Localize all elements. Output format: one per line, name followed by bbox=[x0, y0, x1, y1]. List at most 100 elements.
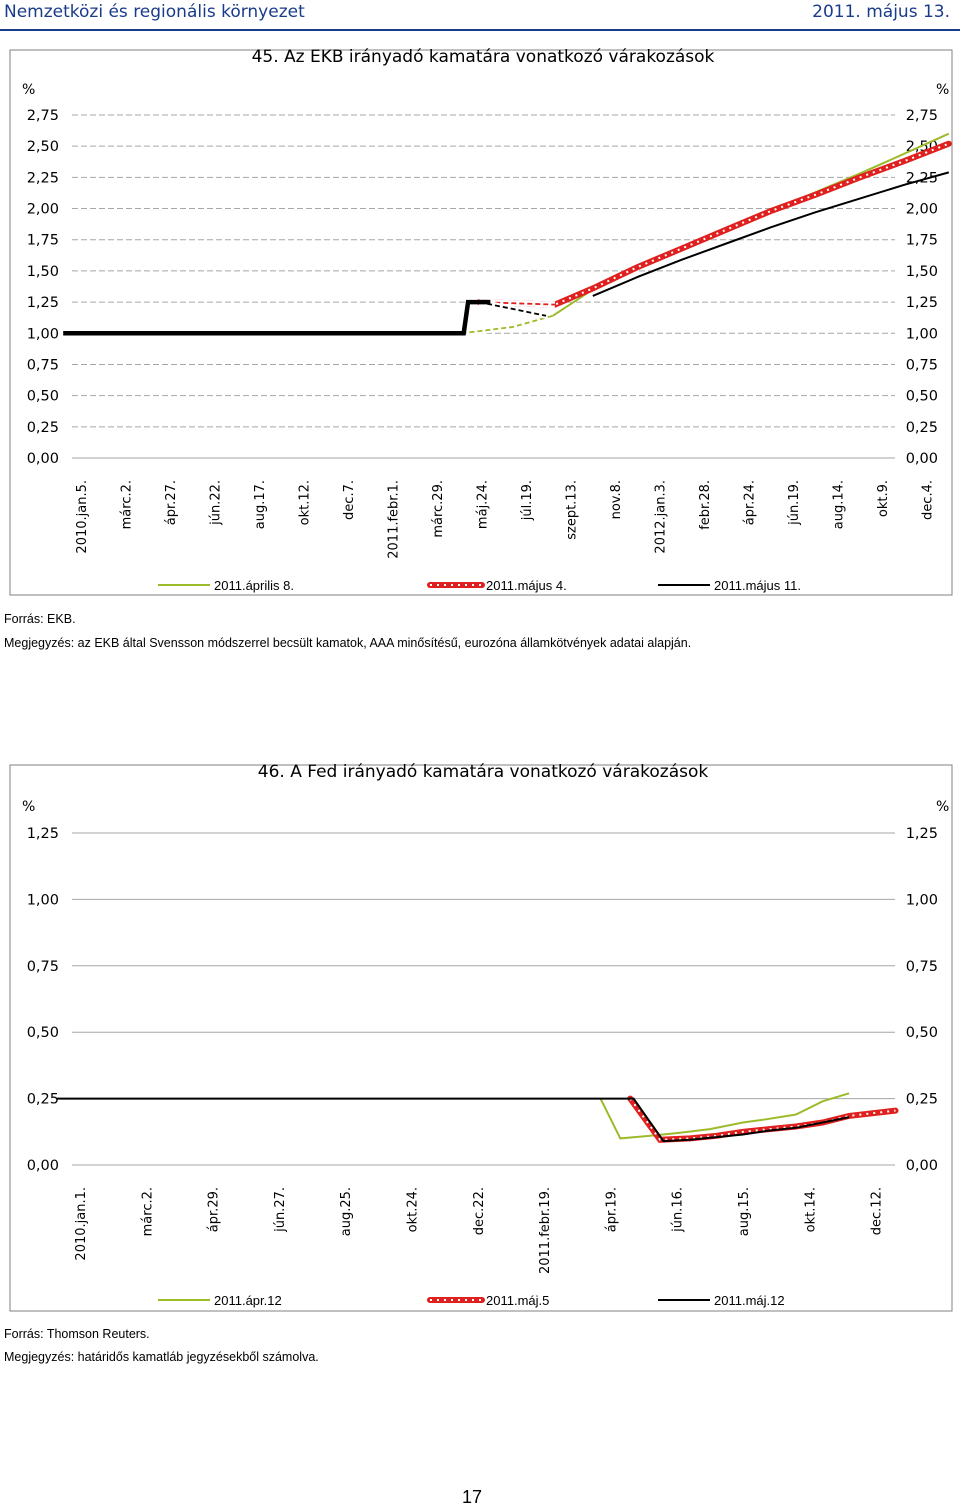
y-tick-label-right: 0,00 bbox=[906, 451, 938, 467]
y-unit-right: % bbox=[936, 82, 949, 98]
legend-label: 2011.máj.12 bbox=[714, 1293, 785, 1308]
x-tick-label: ápr.29. bbox=[207, 1187, 222, 1232]
x-tick-label: jún.22. bbox=[209, 480, 224, 526]
legend-label: 2011.május 4. bbox=[486, 578, 567, 593]
x-tick-label: márc.29. bbox=[431, 480, 446, 538]
series-line bbox=[56, 1097, 850, 1143]
y-tick-label-right: 1,25 bbox=[906, 295, 938, 311]
x-tick-label: aug.15. bbox=[737, 1187, 752, 1236]
y-tick-label-right: 1,50 bbox=[906, 264, 938, 280]
y-tick-label-left: 0,25 bbox=[27, 1092, 59, 1108]
x-tick-label: okt.9. bbox=[876, 480, 891, 517]
y-tick-label-right: 0,25 bbox=[906, 420, 938, 436]
section-title: Nemzetközi és regionális környezet bbox=[4, 2, 305, 22]
y-tick-label-right: 0,25 bbox=[906, 1092, 938, 1108]
y-tick-label-left: 0,75 bbox=[27, 959, 59, 975]
x-tick-label: nov.8. bbox=[609, 480, 624, 519]
y-unit-left: % bbox=[22, 799, 35, 815]
legend-label: 2011.máj.5 bbox=[486, 1293, 549, 1308]
header-rule bbox=[0, 29, 960, 31]
x-tick-label: 2012.jan.3. bbox=[654, 480, 669, 554]
y-tick-label-right: 1,00 bbox=[906, 892, 938, 908]
header-date: 2011. május 13. bbox=[812, 2, 950, 22]
y-tick-label-left: 0,00 bbox=[27, 1158, 59, 1174]
series-line bbox=[476, 140, 952, 308]
y-tick-label-left: 1,00 bbox=[27, 326, 59, 342]
y-tick-label-left: 0,25 bbox=[27, 420, 59, 436]
x-tick-label: ápr.24. bbox=[743, 480, 758, 525]
ecb-rate-expectations-chart: 45. Az EKB irányadó kamatára vonatkozó v… bbox=[9, 47, 953, 596]
y-unit-right: % bbox=[936, 799, 949, 815]
y-tick-label-left: 0,50 bbox=[27, 389, 59, 405]
series-line bbox=[599, 1092, 850, 1140]
y-tick-label-right: 0,75 bbox=[906, 959, 938, 975]
y-tick-label-right: 2,75 bbox=[906, 108, 938, 124]
y-tick-label-left: 1,50 bbox=[27, 264, 59, 280]
series-dashed-lead bbox=[479, 301, 547, 317]
series-line-dots bbox=[629, 1098, 896, 1141]
chart2-source: Forrás: Thomson Reuters. bbox=[4, 1327, 150, 1341]
x-tick-label: szept.13. bbox=[565, 480, 580, 540]
chart2-note: Megjegyzés: határidős kamatláb jegyzések… bbox=[4, 1350, 319, 1364]
y-tick-label-right: 0,50 bbox=[906, 389, 938, 405]
y-tick-label-right: 1,00 bbox=[906, 326, 938, 342]
x-tick-label: jún.19. bbox=[787, 480, 802, 526]
x-tick-label: 2011.febr.1. bbox=[387, 480, 402, 559]
chart-title: 45. Az EKB irányadó kamatára vonatkozó v… bbox=[252, 47, 715, 67]
y-tick-label-right: 1,25 bbox=[906, 826, 938, 842]
y-tick-label-left: 0,75 bbox=[27, 357, 59, 373]
x-tick-label: 2011.febr.19. bbox=[538, 1187, 553, 1274]
legend-label: 2011.ápr.12 bbox=[214, 1293, 282, 1308]
x-tick-label: márc.2. bbox=[140, 1187, 155, 1236]
x-tick-label: ápr.27. bbox=[164, 480, 179, 525]
x-tick-label: dec.7. bbox=[342, 480, 357, 520]
chart1-source: Forrás: EKB. bbox=[4, 612, 76, 626]
x-tick-label: dec.4. bbox=[921, 480, 936, 520]
x-tick-label: okt.24. bbox=[406, 1187, 421, 1232]
x-tick-label: 2010.jan.1. bbox=[74, 1187, 89, 1261]
x-tick-label: 2010.jan.5. bbox=[75, 480, 90, 554]
y-tick-label-left: 2,00 bbox=[27, 202, 59, 218]
y-tick-label-right: 1,75 bbox=[906, 233, 938, 249]
chart1-note: Megjegyzés: az EKB által Svensson módsze… bbox=[4, 636, 692, 650]
y-tick-label-left: 0,00 bbox=[27, 451, 59, 467]
fed-rate-expectations-chart: 46. A Fed irányadó kamatára vonatkozó vá… bbox=[9, 762, 953, 1312]
y-tick-label-right: 2,00 bbox=[906, 202, 938, 218]
x-tick-label: ápr.19. bbox=[604, 1187, 619, 1232]
x-tick-label: febr.28. bbox=[698, 480, 713, 530]
x-tick-label: aug.14. bbox=[832, 480, 847, 529]
x-tick-label: máj.24. bbox=[476, 480, 491, 529]
x-tick-label: jún.16. bbox=[671, 1187, 686, 1233]
x-tick-label: júl.19. bbox=[520, 480, 535, 521]
x-tick-label: okt.12. bbox=[298, 480, 313, 525]
y-tick-label-right: 0,50 bbox=[906, 1025, 938, 1041]
policy-rate-line bbox=[63, 299, 491, 336]
y-unit-left: % bbox=[22, 82, 35, 98]
x-tick-label: dec.12. bbox=[870, 1187, 885, 1235]
y-tick-label-left: 0,50 bbox=[27, 1025, 59, 1041]
x-tick-label: márc.2. bbox=[120, 480, 135, 529]
x-tick-label: aug.25. bbox=[339, 1187, 354, 1236]
y-tick-label-left: 2,50 bbox=[27, 139, 59, 155]
y-tick-label-right: 0,75 bbox=[906, 357, 938, 373]
legend-label: 2011.április 8. bbox=[214, 578, 294, 593]
y-tick-label-left: 2,25 bbox=[27, 170, 59, 186]
x-tick-label: aug.17. bbox=[253, 480, 268, 529]
y-tick-label-left: 1,00 bbox=[27, 892, 59, 908]
chart-title: 46. A Fed irányadó kamatára vonatkozó vá… bbox=[258, 762, 709, 782]
x-tick-label: dec.22. bbox=[472, 1187, 487, 1235]
dashed-mask bbox=[461, 312, 554, 337]
series-line bbox=[592, 171, 950, 297]
legend-label: 2011.május 11. bbox=[714, 578, 801, 593]
page-header: Nemzetközi és regionális környezet 2011.… bbox=[0, 0, 960, 32]
y-tick-label-left: 1,25 bbox=[27, 826, 59, 842]
chart-frame bbox=[9, 49, 953, 596]
series-dashed-lead bbox=[461, 314, 553, 335]
y-tick-label-left: 1,75 bbox=[27, 233, 59, 249]
chart-frame bbox=[9, 764, 953, 1312]
page-number: 17 bbox=[462, 1487, 483, 1507]
y-tick-label-left: 1,25 bbox=[27, 295, 59, 311]
y-tick-label-left: 2,75 bbox=[27, 108, 59, 124]
x-tick-label: okt.14. bbox=[803, 1187, 818, 1232]
x-tick-label: jún.27. bbox=[273, 1187, 288, 1233]
